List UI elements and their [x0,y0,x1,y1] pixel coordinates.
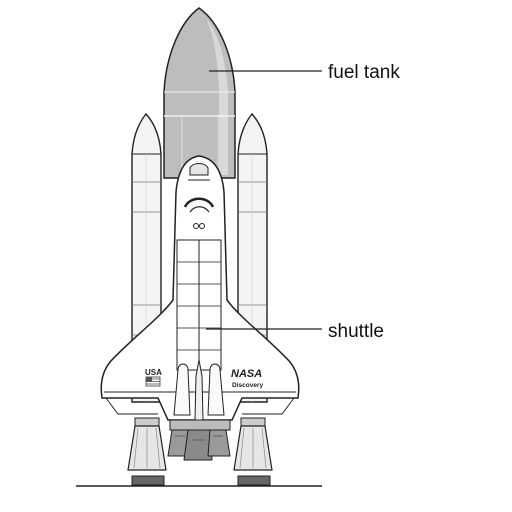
left-booster-nozzle [127,417,167,486]
right-booster-nozzle [233,417,273,486]
orbiter-main-engines [167,419,231,461]
orbiter [100,155,300,421]
usa-decal: USA [145,368,162,377]
external-fuel-tank [163,7,236,179]
shuttle-label: shuttle [328,321,384,342]
discovery-decal: Discovery [232,382,263,389]
us-flag [145,376,161,387]
nasa-decal: NASA [231,368,262,380]
fuel-tank-label: fuel tank [328,62,400,83]
